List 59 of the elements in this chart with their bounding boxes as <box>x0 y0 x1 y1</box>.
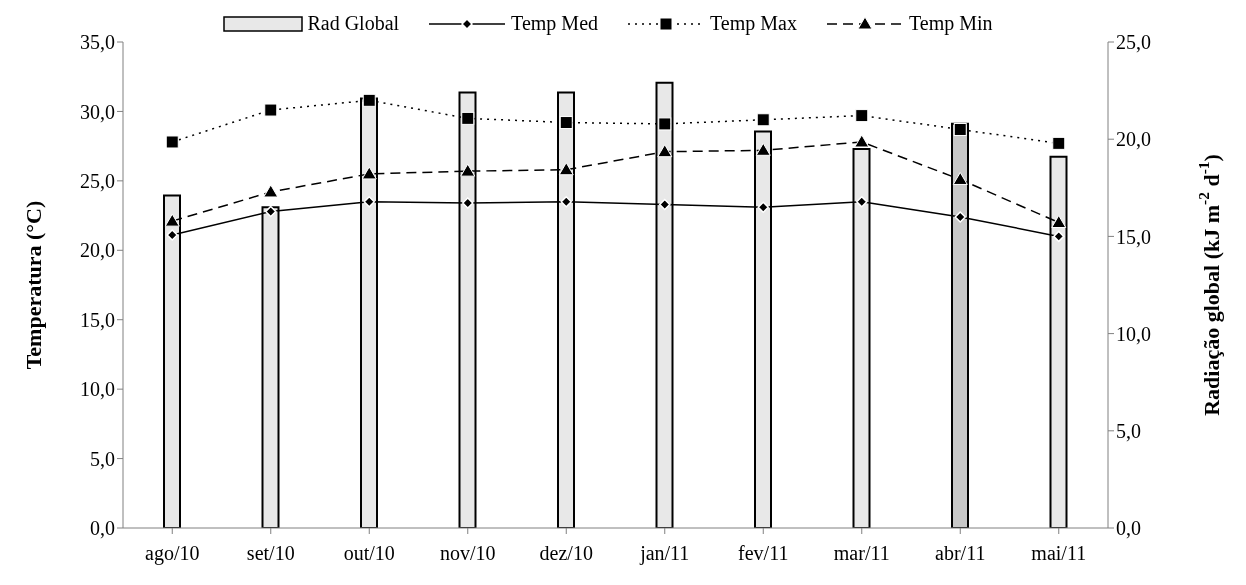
point <box>264 103 278 117</box>
point <box>1051 215 1067 229</box>
legend-label: Rad Global <box>307 12 400 35</box>
point <box>1053 230 1065 243</box>
point <box>460 163 476 177</box>
point <box>462 197 474 209</box>
x-tick-label: out/10 <box>343 542 395 565</box>
point <box>756 113 770 127</box>
point <box>166 229 178 241</box>
legend-label: Temp Min <box>908 12 993 35</box>
point <box>560 195 572 208</box>
y2-tick-label: 20,0 <box>1116 128 1151 151</box>
point <box>954 211 966 223</box>
y2-tick-label: 0,0 <box>1116 517 1141 540</box>
x-tick-label: mar/11 <box>833 542 890 565</box>
point <box>263 184 279 198</box>
point <box>461 111 475 125</box>
point <box>361 166 377 180</box>
point <box>265 205 277 218</box>
y2-tick-label: 5,0 <box>1116 419 1141 442</box>
y-tick-label: 10,0 <box>80 378 115 401</box>
y2-tick-label: 10,0 <box>1116 322 1151 345</box>
x-tick-label: nov/10 <box>439 542 496 565</box>
point <box>953 122 967 136</box>
x-tick-label: mai/11 <box>1031 542 1087 565</box>
point <box>952 171 968 185</box>
x-tick-label: fev/11 <box>738 542 789 565</box>
y-tick-label: 0,0 <box>90 517 115 540</box>
point <box>164 213 180 227</box>
point <box>362 93 376 107</box>
point <box>658 117 672 131</box>
point <box>363 195 375 208</box>
y-tick-label: 5,0 <box>90 447 115 470</box>
x-tick-label: ago/10 <box>145 542 200 566</box>
point <box>659 198 671 211</box>
point <box>559 116 573 130</box>
point <box>558 162 574 176</box>
x-tick-label: jan/11 <box>639 542 690 566</box>
y-tick-label: 35,0 <box>80 31 115 54</box>
y-tick-label: 20,0 <box>80 239 115 262</box>
y-axis-title: Temperatura (°C) <box>21 200 47 370</box>
point <box>757 201 769 213</box>
y-tick-label: 30,0 <box>80 100 115 123</box>
y2-tick-label: 15,0 <box>1116 225 1151 248</box>
point <box>854 134 870 148</box>
y2-tick-label: 25,0 <box>1116 31 1151 54</box>
point <box>856 195 868 208</box>
x-tick-label: dez/10 <box>539 542 593 565</box>
point <box>755 142 771 156</box>
x-tick-label: abr/11 <box>935 542 986 565</box>
point <box>165 135 179 149</box>
x-tick-label: set/10 <box>246 542 295 565</box>
legend-label: Temp Med <box>511 12 599 35</box>
y-tick-label: 15,0 <box>80 308 115 331</box>
y-tick-label: 25,0 <box>80 169 115 192</box>
point <box>1052 136 1066 150</box>
point <box>657 144 673 158</box>
legend-label: Temp Max <box>710 12 797 35</box>
point <box>855 109 869 123</box>
